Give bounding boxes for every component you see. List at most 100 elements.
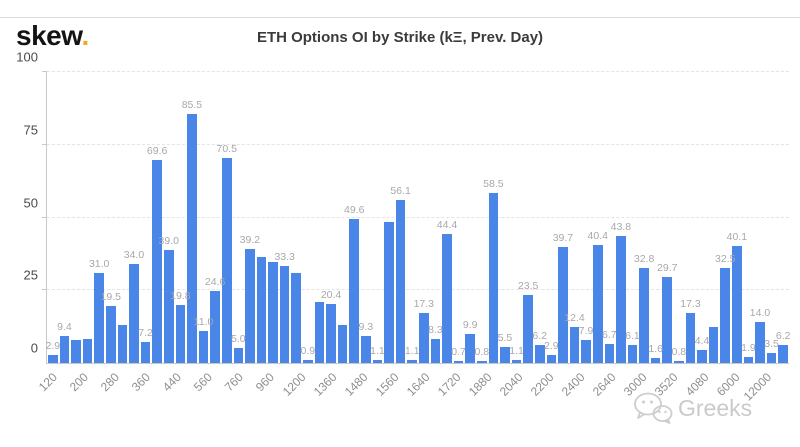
bar-value-label: 1.9 (741, 342, 756, 355)
bar[interactable] (117, 324, 128, 363)
bar[interactable] (476, 360, 487, 363)
bar[interactable] (221, 157, 232, 363)
bar[interactable] (419, 312, 429, 363)
bar[interactable] (140, 342, 151, 363)
bar[interactable] (349, 218, 360, 363)
bar-value-label: 40.1 (726, 231, 748, 244)
x-axis-tick-label: 440 (160, 370, 185, 395)
bar[interactable] (453, 360, 464, 363)
bar[interactable] (256, 256, 267, 363)
bar-value-label: 39.0 (158, 234, 179, 247)
bar[interactable] (314, 301, 325, 363)
bar[interactable] (187, 114, 197, 363)
bar[interactable] (361, 335, 371, 363)
bar[interactable] (279, 266, 290, 363)
bar[interactable] (210, 291, 220, 363)
bar-value-label: 0.8 (671, 345, 687, 358)
bar[interactable] (442, 233, 452, 363)
bar[interactable] (592, 245, 603, 363)
bar[interactable] (175, 305, 186, 363)
bar[interactable] (291, 272, 302, 363)
bar[interactable] (604, 343, 615, 363)
bar[interactable] (245, 248, 255, 363)
bar[interactable] (639, 267, 649, 363)
bar[interactable] (94, 272, 104, 363)
bar[interactable] (395, 199, 406, 363)
x-axis-tick-label: 2200 (527, 370, 557, 399)
bar[interactable] (697, 350, 707, 363)
bar[interactable] (743, 357, 754, 363)
wechat-icon (634, 392, 673, 424)
bar[interactable] (627, 345, 638, 363)
bar-value-label: 43.8 (610, 220, 632, 233)
x-axis-tick-label: 2400 (558, 370, 588, 399)
bar[interactable] (766, 352, 777, 363)
bar[interactable] (732, 246, 742, 363)
bar[interactable] (372, 359, 383, 363)
bar[interactable] (384, 221, 394, 363)
bar[interactable] (268, 261, 278, 363)
bar[interactable] (303, 360, 313, 363)
bar[interactable] (511, 359, 522, 363)
bar[interactable] (650, 358, 661, 363)
gridline (47, 71, 789, 72)
bar[interactable] (152, 160, 162, 363)
bar-value-label: 20.4 (320, 288, 342, 301)
bar-value-label: 32.5 (715, 253, 736, 266)
x-axis-tick-label: 1360 (310, 370, 340, 399)
bar-value-label: 70.5 (216, 142, 237, 155)
x-axis-tick-label: 960 (253, 370, 278, 395)
bar[interactable] (105, 306, 116, 363)
bar-value-label: 1.6 (648, 343, 663, 356)
bar[interactable] (430, 338, 441, 363)
bar[interactable] (82, 338, 93, 363)
bar[interactable] (48, 354, 58, 363)
bar[interactable] (59, 335, 70, 363)
y-axis-tickmark (42, 216, 47, 218)
bar[interactable] (500, 347, 510, 363)
bar[interactable] (708, 326, 719, 363)
bar-value-label: 40.4 (587, 230, 608, 243)
bar[interactable] (326, 303, 336, 363)
bar[interactable] (581, 340, 591, 363)
y-axis-tick-label: 100 (16, 49, 38, 65)
x-axis-tick-label: 1200 (279, 370, 309, 399)
bar-value-label: 8.3 (428, 323, 443, 336)
bar[interactable] (616, 235, 626, 363)
bar[interactable] (685, 312, 696, 363)
watermark-label: Greeks (678, 394, 753, 421)
bar[interactable] (198, 331, 209, 363)
bar-value-label: 17.3 (680, 297, 701, 310)
bar-value-label: 9.4 (57, 320, 72, 333)
bar[interactable] (674, 360, 684, 363)
bar[interactable] (662, 276, 673, 363)
bar[interactable] (163, 249, 174, 363)
bar[interactable] (778, 344, 788, 363)
bar[interactable] (534, 344, 545, 363)
bar[interactable] (71, 340, 81, 363)
bar-value-label: 29.7 (657, 261, 678, 274)
bar-value-label: 58.5 (483, 177, 504, 190)
bar-value-label: 1.1 (509, 344, 524, 357)
bar-value-label: 17.3 (413, 297, 435, 310)
bar[interactable] (558, 247, 568, 363)
bar[interactable] (488, 192, 499, 363)
bar-value-label: 6.1 (625, 330, 640, 343)
bar-value-label: 33.3 (274, 251, 295, 264)
bar[interactable] (407, 359, 417, 363)
bar[interactable] (755, 322, 765, 363)
bar-value-label: 5.0 (230, 333, 246, 346)
x-axis-tick-label: 1480 (341, 370, 371, 399)
bar[interactable] (337, 325, 348, 363)
x-axis-tick-label: 200 (66, 370, 91, 395)
bar[interactable] (569, 326, 580, 363)
bar[interactable] (465, 334, 475, 363)
bar[interactable] (523, 294, 533, 363)
x-axis-tick-label: 1720 (434, 370, 464, 399)
bar-value-label: 44.4 (436, 218, 458, 231)
bar[interactable] (720, 268, 731, 363)
bar[interactable] (546, 354, 557, 363)
bar-value-label: 69.6 (146, 145, 168, 158)
bar[interactable] (129, 264, 139, 363)
bar[interactable] (233, 348, 244, 363)
